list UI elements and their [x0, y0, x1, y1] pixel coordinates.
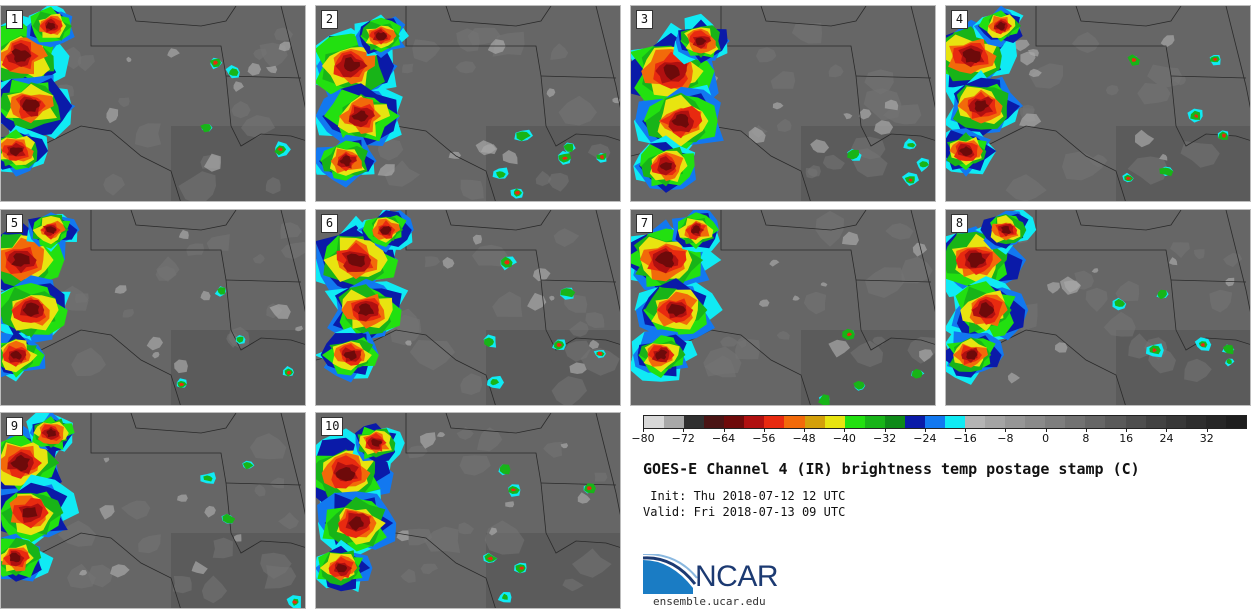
colorbar-tick-label: 24: [1159, 432, 1174, 445]
panel-2: 2: [315, 5, 621, 202]
colorbar-tick-label: 32: [1199, 432, 1214, 445]
colorbar-swatch: [844, 416, 865, 428]
panel-10: 10: [315, 412, 621, 609]
colorbar-swatch: [644, 416, 665, 428]
panel-number-label: 7: [636, 214, 653, 233]
colorbar-swatch: [985, 416, 1006, 428]
colorbar-swatch: [704, 416, 725, 428]
colorbar-swatch: [784, 416, 805, 428]
colorbar-swatch: [1005, 416, 1026, 428]
colorbar-swatch: [864, 416, 885, 428]
colorbar-tick-mark: [1005, 428, 1007, 432]
colorbar-swatch: [1045, 416, 1066, 428]
satellite-map: [631, 210, 935, 405]
colorbar-tick-mark: [1126, 428, 1128, 432]
panel-number-label: 10: [321, 417, 344, 436]
logo-text: NCAR: [695, 560, 779, 593]
colorbar-swatch: [764, 416, 785, 428]
colorbar-tick-label: 0: [1042, 432, 1050, 445]
colorbar-tick-label: −32: [872, 432, 897, 445]
panel-8: 8: [945, 209, 1251, 406]
colorbar-swatch: [1065, 416, 1086, 428]
satellite-map: [1, 413, 305, 608]
ncar-logo-icon: [643, 554, 698, 594]
satellite-map: [316, 413, 620, 608]
colorbar-tick-mark: [763, 428, 765, 432]
colorbar: [643, 415, 1247, 429]
colorbar-tick-label: −64: [711, 432, 736, 445]
colorbar-tick-label: 16: [1119, 432, 1134, 445]
valid-time: Valid: Fri 2018-07-13 09 UTC: [643, 505, 846, 519]
colorbar-tick-mark: [643, 428, 644, 432]
colorbar-swatch: [684, 416, 705, 428]
colorbar-swatch: [1165, 416, 1186, 428]
satellite-map: [316, 6, 620, 201]
colorbar-tick-mark: [804, 428, 806, 432]
panel-number-label: 4: [951, 10, 968, 29]
panel-number-label: 8: [951, 214, 968, 233]
panel-4: 4: [945, 5, 1251, 202]
panel-number-label: 3: [636, 10, 653, 29]
colorbar-swatch: [1145, 416, 1166, 428]
colorbar-tick-mark: [1166, 428, 1168, 432]
colorbar-tick-label: −48: [792, 432, 816, 445]
panel-3: 3: [630, 5, 936, 202]
colorbar-tick-mark: [924, 428, 926, 432]
satellite-map: [946, 6, 1250, 201]
panel-number-label: 1: [6, 10, 23, 29]
colorbar-tick-mark: [965, 428, 967, 432]
panel-5: 5: [0, 209, 306, 406]
satellite-map: [946, 210, 1250, 405]
colorbar-swatch: [744, 416, 765, 428]
panel-7: 7: [630, 209, 936, 406]
panel-number-label: 6: [321, 214, 338, 233]
colorbar-swatch: [1085, 416, 1106, 428]
panel-number-label: 9: [6, 417, 23, 436]
colorbar-tick-label: −16: [953, 432, 977, 445]
colorbar-swatch: [965, 416, 986, 428]
panel-1: 1: [0, 5, 306, 202]
panel-6: 6: [315, 209, 621, 406]
colorbar-tick-mark: [1045, 428, 1047, 432]
satellite-map: [1, 6, 305, 201]
colorbar-swatch: [724, 416, 745, 428]
colorbar-swatch: [1225, 416, 1246, 428]
satellite-map: [631, 6, 935, 201]
colorbar-swatch: [1025, 416, 1046, 428]
panel-9: 9: [0, 412, 306, 609]
colorbar-tick-label: 8: [1082, 432, 1090, 445]
colorbar-swatch: [904, 416, 925, 428]
colorbar-tick-mark: [683, 428, 685, 432]
colorbar-tick-label: −56: [752, 432, 776, 445]
colorbar-swatch: [804, 416, 825, 428]
colorbar-tick-mark: [1085, 428, 1087, 432]
colorbar-tick-label: −24: [913, 432, 937, 445]
colorbar-tick-label: −8: [997, 432, 1014, 445]
colorbar-swatch: [924, 416, 945, 428]
website-url: ensemble.ucar.edu: [653, 595, 766, 608]
colorbar-tick-mark: [844, 428, 846, 432]
colorbar-tick-mark: [1206, 428, 1208, 432]
colorbar-swatch: [824, 416, 845, 428]
colorbar-swatch: [664, 416, 685, 428]
plot-title: GOES-E Channel 4 (IR) brightness temp po…: [643, 460, 1140, 478]
satellite-map: [316, 210, 620, 405]
colorbar-tick-label: −80: [631, 432, 655, 445]
colorbar-tick-mark: [723, 428, 725, 432]
colorbar-swatch: [944, 416, 965, 428]
colorbar-swatch: [1185, 416, 1206, 428]
colorbar-tick-label: −40: [832, 432, 856, 445]
panel-number-label: 2: [321, 10, 338, 29]
colorbar-swatch: [1205, 416, 1226, 428]
colorbar-tick-label: −72: [671, 432, 695, 445]
colorbar-tick-mark: [884, 428, 886, 432]
init-time: Init: Thu 2018-07-12 12 UTC: [643, 489, 846, 503]
colorbar-ticks: −80 −72 −64 −56 −48 −40 −32 −24 −16 −8 0 8 16 24 32: [631, 428, 1247, 448]
colorbar-swatch: [1125, 416, 1146, 428]
panel-number-label: 5: [6, 214, 23, 233]
colorbar-swatch: [1105, 416, 1126, 428]
satellite-map: [1, 210, 305, 405]
colorbar-swatch: [884, 416, 905, 428]
